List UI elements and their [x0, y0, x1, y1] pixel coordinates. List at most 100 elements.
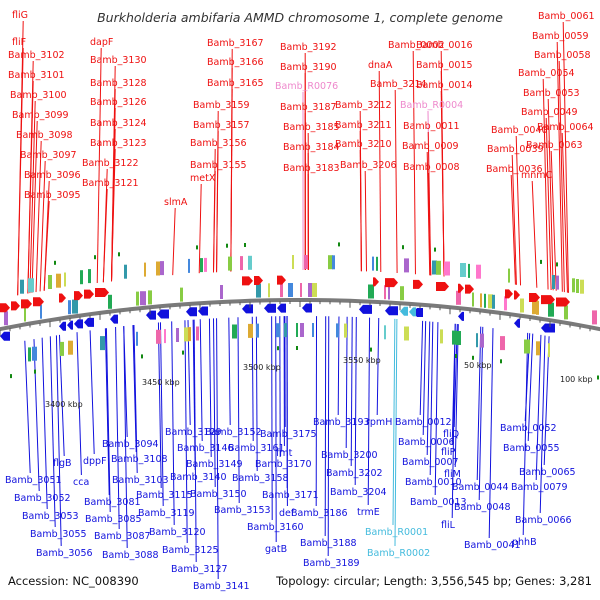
reverse-gene-label: flgB [53, 458, 72, 469]
forward-gene-label: Bamb_3097 [20, 150, 77, 161]
content-block [60, 341, 64, 356]
forward-gene-label: Bamb_R0004 [400, 100, 463, 111]
content-block [304, 255, 308, 269]
content-block [440, 329, 443, 344]
forward-leader-line [515, 135, 522, 286]
reverse-gene-label: Bamb_3153 [214, 505, 271, 516]
reverse-gene-label: fliP [441, 447, 456, 458]
forward-gene-arrow [465, 284, 474, 294]
marker-tick [556, 262, 558, 267]
reverse-leader-line [451, 323, 456, 519]
reverse-leader-line [213, 318, 216, 488]
forward-gene-label: Bamb_3101 [8, 70, 65, 81]
reverse-gene-label: Bamb_3149 [186, 459, 243, 470]
content-block [536, 341, 540, 356]
forward-gene-label: Bamb_0014 [416, 80, 473, 91]
reverse-leader-line [115, 327, 120, 530]
reverse-leader-line [123, 326, 128, 549]
reverse-label-leaders [24, 316, 550, 580]
reverse-leader-line [543, 336, 550, 466]
reverse-gene-label: Bamb_3202 [326, 468, 383, 479]
reverse-gene-label: Bamb_0013 [410, 497, 467, 508]
forward-gene-arrow [11, 301, 20, 311]
forward-gene-label: Bamb_0009 [402, 141, 459, 152]
forward-gene-label: Bamb_3095 [24, 190, 81, 201]
marker-tick [540, 259, 542, 264]
reverse-gene-label: Bamb_3085 [85, 514, 142, 525]
content-block [220, 285, 223, 299]
reverse-gene-label: Bamb_3120 [149, 527, 206, 538]
forward-gene-arrow [0, 303, 10, 313]
content-block [288, 283, 293, 297]
reverse-leader-line [208, 318, 212, 458]
reverse-leader-line [192, 319, 196, 471]
reverse-gene-label: cca [73, 477, 89, 488]
marker-tick [118, 252, 120, 257]
reverse-gene-label: Bamb_3141 [193, 581, 250, 592]
content-block [456, 290, 461, 305]
forward-leader-line [550, 150, 557, 291]
forward-leader-line [426, 151, 431, 276]
content-track [4, 255, 597, 362]
marker-tick [244, 243, 246, 247]
content-block [472, 292, 474, 307]
reverse-gene-label: Bamb_R0002 [367, 548, 430, 559]
content-block [480, 333, 484, 348]
reverse-gene-arrow [541, 323, 555, 333]
scale-label: 100 kbp [560, 375, 593, 384]
reverse-gene-label: Bamb_3146 [177, 443, 234, 454]
forward-gene-label: Bamb_R0076 [275, 81, 338, 92]
content-block [556, 275, 559, 290]
reverse-gene-label: gatB [265, 544, 287, 555]
reverse-leader-line [49, 336, 56, 528]
marker-tick [472, 355, 474, 360]
forward-leader-line [556, 41, 563, 292]
forward-gene-label: Bamb_3165 [207, 78, 264, 89]
reverse-leader-line [426, 321, 431, 456]
forward-gene-label: Bamb_0008 [403, 162, 460, 173]
content-block [308, 283, 313, 297]
forward-leader-line [27, 80, 34, 294]
forward-gene-label: Bamb_3102 [8, 50, 65, 61]
content-block [368, 284, 374, 299]
reverse-leader-line [454, 324, 459, 468]
forward-gene-label: Bamb_3100 [10, 90, 67, 101]
forward-gene-arrow [385, 278, 398, 288]
reverse-leader-line [434, 322, 439, 496]
reverse-leader-line [132, 325, 137, 453]
forward-gene-label: Bamb_3122 [82, 158, 139, 169]
reverse-leader-line [104, 328, 110, 496]
reverse-gene-arrow [385, 306, 398, 316]
reverse-gene-label: Bamb_0066 [515, 515, 572, 526]
forward-leader-line [547, 98, 554, 291]
content-block [436, 260, 441, 275]
content-block [188, 258, 190, 273]
forward-gene-arrow [74, 291, 83, 301]
reverse-gene-label: Bamb_3170 [255, 459, 312, 470]
scale-labels: 3400 kbp 3450 kbp 3500 kbp 3550 kbp 50 kbp 10… [45, 356, 593, 409]
reverse-gene-arrow [74, 319, 83, 329]
forward-gene-arrow [84, 289, 94, 299]
content-block [256, 323, 259, 338]
reverse-gene-label: Bamb_0006 [398, 437, 455, 448]
content-block [536, 300, 539, 315]
reverse-gene-label: Bamb_0055 [503, 443, 560, 454]
reverse-gene-label: Bamb_3193 [313, 417, 370, 428]
forward-gene-track [0, 275, 570, 313]
reverse-gene-label: fmt [276, 448, 293, 459]
forward-gene-label: Bamb_3183 [283, 163, 340, 174]
scale-label: 3400 kbp [45, 400, 83, 409]
content-block [28, 347, 31, 362]
reverse-gene-label: Bamb_0079 [511, 482, 568, 493]
forward-gene-label: Bamb_3187 [280, 102, 337, 113]
reverse-leader-line [476, 326, 482, 481]
content-block [80, 270, 83, 285]
reverse-gene-label: Bamb_3171 [262, 490, 319, 501]
reverse-leader-line [327, 316, 330, 557]
content-block [268, 283, 270, 298]
reverse-leader-line [24, 340, 31, 474]
forward-gene-label: Bamb_3098 [16, 130, 73, 141]
content-block [276, 323, 280, 338]
content-block [476, 333, 478, 348]
